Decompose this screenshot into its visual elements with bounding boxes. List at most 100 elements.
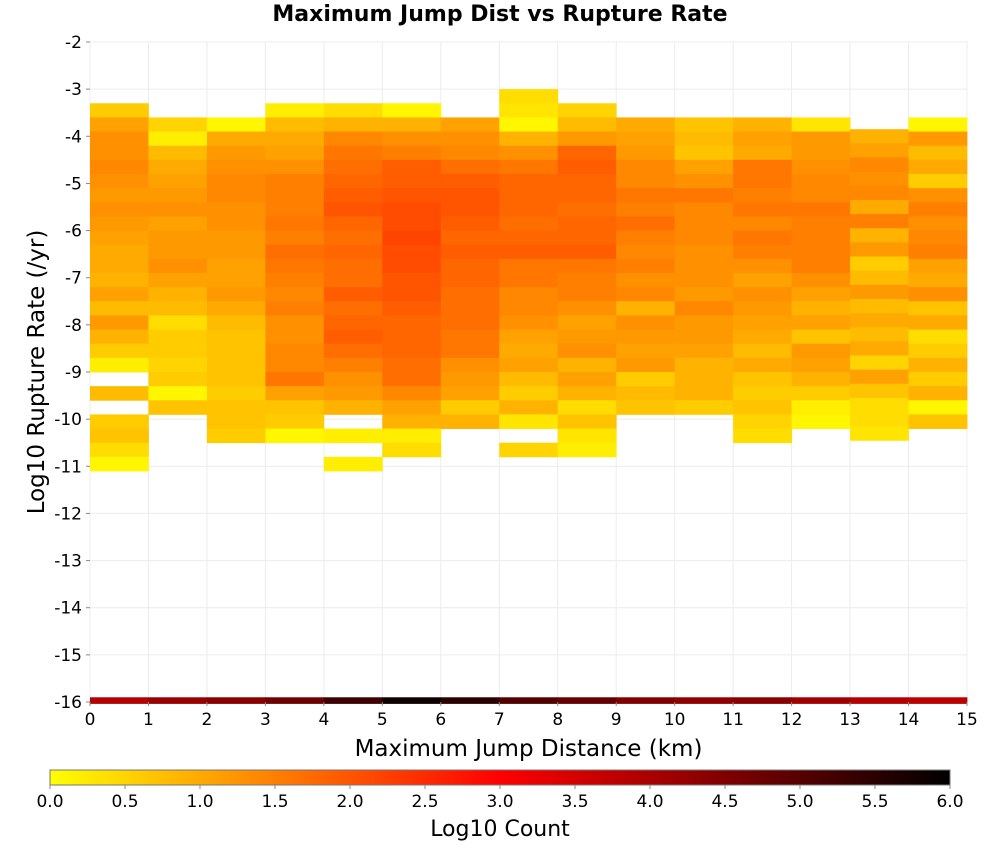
heatmap-cell [908,287,968,302]
heatmap-cell [206,131,266,147]
heatmap-cell [440,216,500,231]
heatmap-cell [850,171,909,187]
heatmap-cell [323,456,383,472]
heatmap-cell [850,228,909,243]
heatmap-cell [674,386,734,401]
heatmap-cell [791,386,851,401]
heatmap-cell [557,414,617,429]
heatmap-cell [850,327,909,342]
heatmap-cell [90,315,149,330]
heatmap-cell [148,244,208,260]
heatmap-cell [674,287,734,302]
band-cell [557,697,617,704]
heatmap-cell [733,414,792,429]
colorbar-tick-label: 2.0 [336,792,363,812]
heatmap-cell [323,131,383,147]
heatmap-cell [265,273,325,288]
heatmap-cell [499,145,559,161]
heatmap-cell [90,357,149,373]
heatmap-cells [90,89,968,472]
heatmap-cell [499,357,559,373]
heatmap-cell [616,202,676,217]
heatmap-cell [733,357,792,373]
heatmap-cell [265,287,325,302]
heatmap-cell [616,357,676,373]
heatmap-cell [206,230,266,246]
heatmap-cell [557,343,617,359]
heatmap-cell [616,287,676,302]
heatmap-cell [850,185,909,201]
heatmap-cell [148,258,208,274]
heatmap-cell [499,216,559,231]
heatmap-cell [148,273,208,288]
x-tick-label: 4 [318,710,329,730]
heatmap-cell [557,216,617,231]
heatmap-cell [323,273,383,288]
heatmap-cell [265,131,325,147]
heatmap-cell [499,117,559,132]
heatmap-cell [499,230,559,246]
heatmap-cell [733,329,792,345]
heatmap-cell [908,159,968,175]
heatmap-cell [908,386,968,401]
heatmap-cell [908,414,968,429]
heatmap-cell [440,273,500,288]
heatmap-cell [265,428,325,444]
heatmap-cell [382,174,442,189]
heatmap-cell [674,315,734,330]
heatmap-cell [323,343,383,359]
heatmap-cell [557,273,617,288]
heatmap-cell [265,400,325,415]
heatmap-cell [733,174,792,189]
heatmap-cell [908,202,968,217]
heatmap-cell [733,202,792,217]
colorbar-tick-label: 2.5 [411,792,438,812]
heatmap-cell [265,343,325,359]
heatmap-cell [557,400,617,415]
heatmap-cell [265,159,325,175]
heatmap-cell [557,188,617,203]
heatmap-cell [908,258,968,274]
heatmap-cell [733,131,792,147]
heatmap-cell [90,456,149,472]
heatmap-cell [908,372,968,387]
y-tick-label: -2 [65,33,82,53]
heatmap-cell [382,273,442,288]
y-tick-label: -14 [54,599,82,619]
heatmap-cell [90,159,149,175]
heatmap-cell [850,313,909,328]
heatmap-cell [265,230,325,246]
y-tick-label: -12 [54,504,82,524]
heatmap-cell [265,216,325,231]
heatmap-cell [440,343,500,359]
heatmap-cell [850,355,909,371]
heatmap-cell [791,287,851,302]
heatmap-cell [908,273,968,288]
heatmap-cell [148,372,208,387]
heatmap-cell [850,199,909,215]
heatmap-cell [733,188,792,203]
heatmap-cell [908,400,968,415]
colorbar-tick-label: 0.0 [36,792,63,812]
colorbar-tick-label: 5.0 [786,792,813,812]
x-tick-label: 0 [85,710,96,730]
heatmap-cell [616,372,676,387]
heatmap-cell [440,301,500,316]
heatmap-cell [557,301,617,316]
x-tick-label: 7 [494,710,505,730]
heatmap-cell [791,258,851,274]
heatmap-cell [791,400,851,415]
heatmap-cell [148,131,208,147]
heatmap-cell [733,428,792,444]
heatmap-cell [499,343,559,359]
heatmap-cell [148,145,208,161]
heatmap-cell [206,301,266,316]
heatmap-cell [382,244,442,260]
heatmap-cell [265,372,325,387]
heatmap-cell [499,103,559,118]
heatmap-cell [850,214,909,229]
heatmap-cell [616,230,676,246]
heatmap-cell [440,188,500,203]
heatmap-cell [90,258,149,274]
heatmap-cell [850,256,909,272]
